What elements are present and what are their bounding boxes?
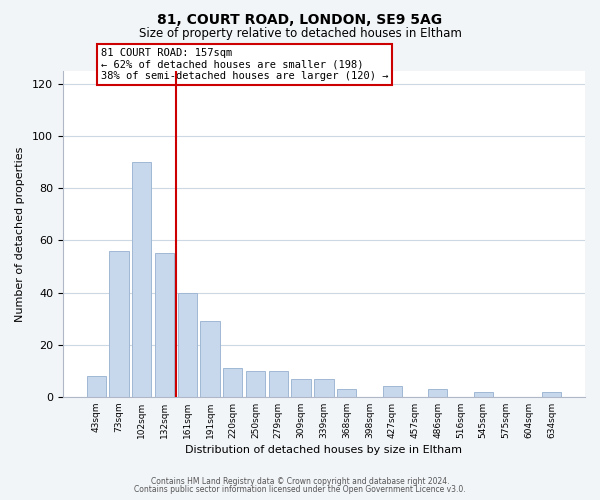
Text: 81, COURT ROAD, LONDON, SE9 5AG: 81, COURT ROAD, LONDON, SE9 5AG (157, 12, 443, 26)
Bar (155, 254, 174, 397)
Bar (223, 368, 242, 397)
Bar (314, 378, 334, 397)
Bar (178, 292, 197, 397)
Text: Contains public sector information licensed under the Open Government Licence v3: Contains public sector information licen… (134, 485, 466, 494)
Bar (428, 389, 448, 397)
Bar (132, 162, 151, 397)
Bar (200, 321, 220, 397)
Bar (383, 386, 402, 397)
Y-axis label: Number of detached properties: Number of detached properties (15, 146, 25, 322)
Text: Size of property relative to detached houses in Eltham: Size of property relative to detached ho… (139, 28, 461, 40)
Text: 81 COURT ROAD: 157sqm
← 62% of detached houses are smaller (198)
38% of semi-det: 81 COURT ROAD: 157sqm ← 62% of detached … (101, 48, 388, 82)
Bar (337, 389, 356, 397)
Bar (542, 392, 561, 397)
Bar (86, 376, 106, 397)
X-axis label: Distribution of detached houses by size in Eltham: Distribution of detached houses by size … (185, 445, 463, 455)
Bar (109, 251, 128, 397)
Text: Contains HM Land Registry data © Crown copyright and database right 2024.: Contains HM Land Registry data © Crown c… (151, 477, 449, 486)
Bar (246, 370, 265, 397)
Bar (269, 370, 288, 397)
Bar (473, 392, 493, 397)
Bar (292, 378, 311, 397)
